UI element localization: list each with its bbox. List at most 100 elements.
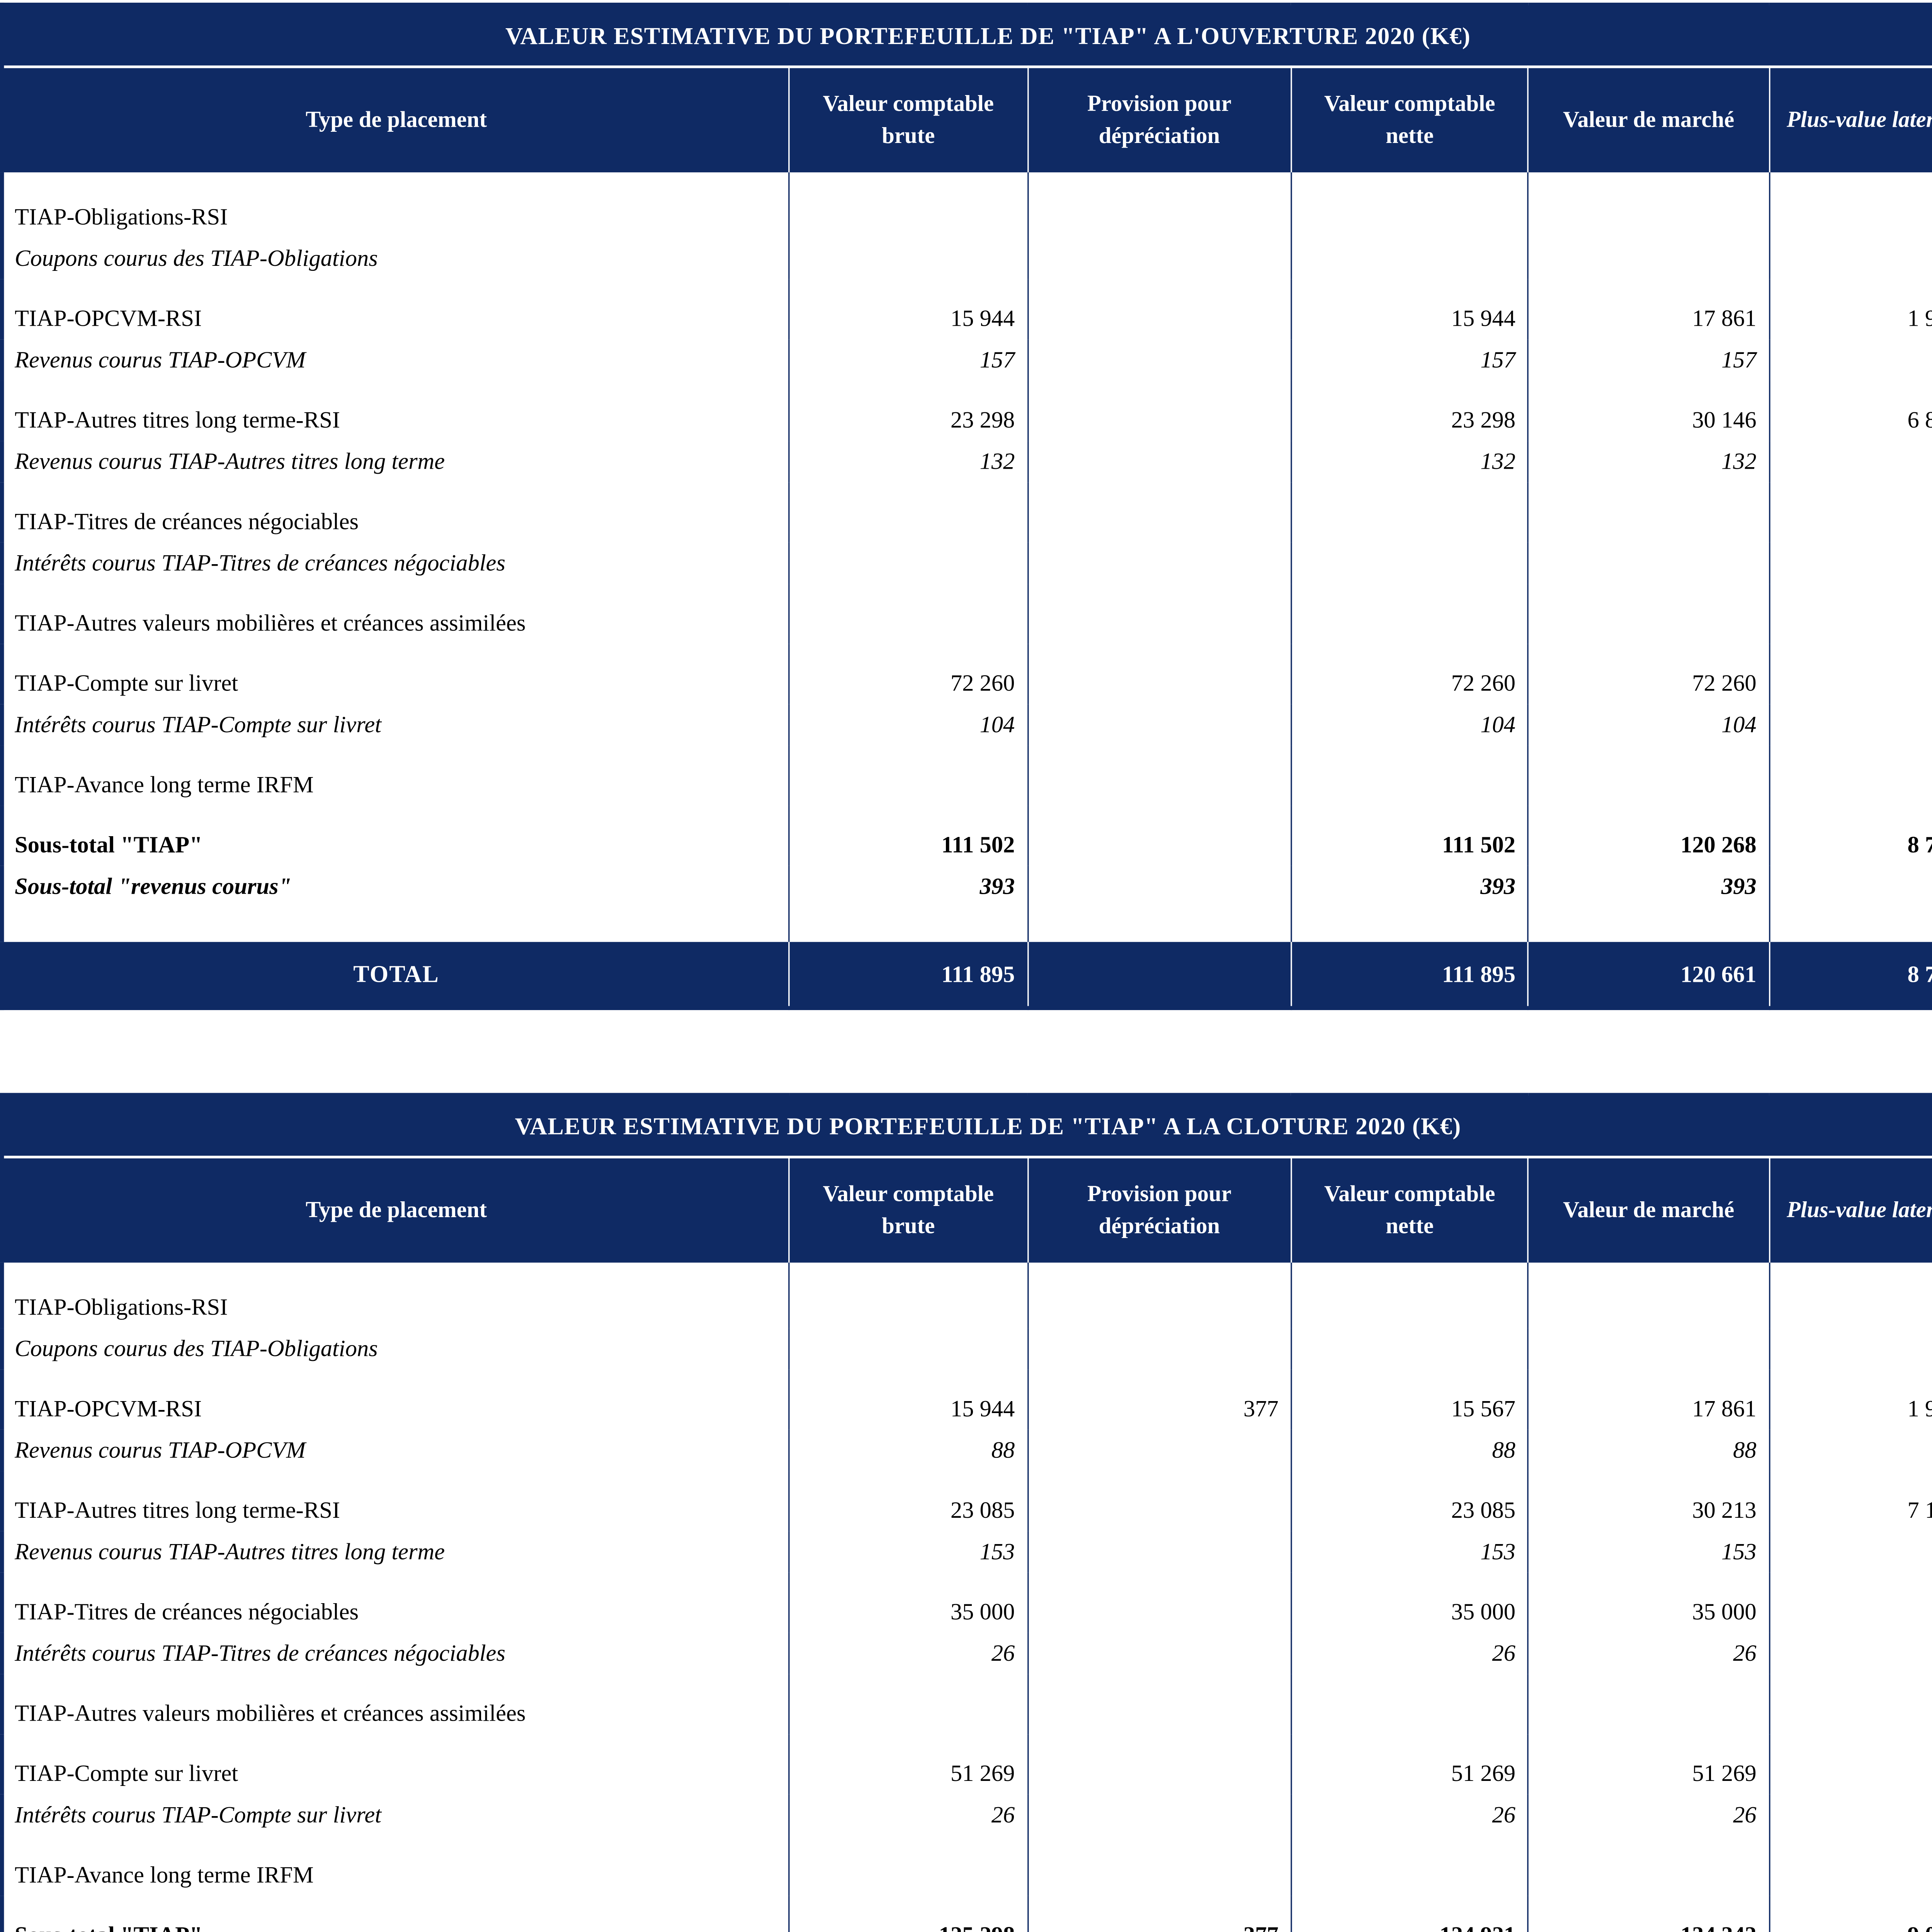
cell-value: 111 502 (1290, 806, 1528, 866)
cell-value: 23 298 (788, 381, 1028, 441)
cell-value: 132 (788, 441, 1028, 483)
cell-value (1027, 1572, 1291, 1633)
table-row: Sous-total "TIAP"125 298377124 921134 34… (2, 1896, 1932, 1932)
column-header: Provision pour dépréciation (1027, 1157, 1291, 1263)
cell-value: 153 (1290, 1531, 1528, 1573)
total-value: 111 895 (788, 942, 1028, 1008)
cell-value (1527, 745, 1769, 806)
cell-value (788, 1674, 1028, 1735)
cell-value: 124 921 (1290, 1896, 1528, 1932)
total-value: 8 766 (1768, 942, 1932, 1008)
cell-value (1290, 584, 1528, 644)
row-label: TIAP-Autres valeurs mobilières et créanc… (15, 1699, 526, 1726)
cell-value (1027, 584, 1291, 644)
cell-value: 153 (788, 1531, 1028, 1573)
cell-value: 1 917 (1768, 1369, 1932, 1430)
cell-value: 35 000 (788, 1572, 1028, 1633)
cell-value: 111 502 (788, 806, 1028, 866)
cell-value: 153 (1527, 1531, 1769, 1573)
row-label: TIAP-OPCVM-RSI (15, 304, 202, 332)
portfolio-table-closing: VALEUR ESTIMATIVE DU PORTEFEUILLE DE "TI… (0, 1093, 1932, 1932)
table-row: Coupons courus des TIAP-Obligations (2, 238, 1932, 279)
cell-value (1768, 1633, 1932, 1674)
row-label: Revenus courus TIAP-OPCVM (15, 1436, 306, 1463)
cell-value (1768, 339, 1932, 381)
cell-value (788, 745, 1028, 806)
cell-value (1027, 172, 1291, 238)
cell-value (788, 584, 1028, 644)
cell-value: 104 (1290, 704, 1528, 746)
cell-value (1527, 584, 1769, 644)
cell-value (788, 542, 1028, 584)
cell-value (1768, 1262, 1932, 1328)
cell-value: 393 (788, 866, 1028, 942)
cell-value: 26 (1290, 1794, 1528, 1836)
row-label: Coupons courus des TIAP-Obligations (15, 1335, 378, 1362)
cell-value (1527, 482, 1769, 543)
cell-value: 15 567 (1290, 1369, 1528, 1430)
cell-value: 88 (1527, 1429, 1769, 1471)
row-label: Revenus courus TIAP-Autres titres long t… (15, 447, 445, 474)
cell-value (1027, 1531, 1291, 1573)
table-row: Intérêts courus TIAP-Compte sur livret 26… (2, 1794, 1932, 1836)
cell-value: 104 (788, 704, 1028, 746)
table-title-opening: VALEUR ESTIMATIVE DU PORTEFEUILLE DE "TI… (2, 5, 1932, 68)
cell-value (1027, 1734, 1291, 1794)
cell-value: 88 (788, 1429, 1028, 1471)
cell-value (1768, 441, 1932, 483)
cell-value (1768, 1836, 1932, 1896)
column-header: Plus-value latente (1768, 66, 1932, 173)
row-label: TIAP-Autres titres long terme-RSI (15, 1496, 340, 1523)
cell-value (1527, 238, 1769, 279)
table-row: Intérêts courus TIAP-Titres de créances … (2, 542, 1932, 584)
cell-value (1768, 584, 1932, 644)
cell-value (1027, 644, 1291, 704)
cell-value (1027, 238, 1291, 279)
cell-value (1768, 542, 1932, 584)
cell-value (1027, 745, 1291, 806)
cell-value (1768, 1734, 1932, 1794)
cell-value (1768, 1429, 1932, 1471)
cell-value (1768, 1674, 1932, 1735)
column-header: Type de placement (2, 1157, 789, 1263)
title-row: VALEUR ESTIMATIVE DU PORTEFEUILLE DE "TI… (2, 1095, 1932, 1158)
row-label: Revenus courus TIAP-OPCVM (15, 346, 306, 373)
table-row: TIAP-Autres valeurs mobilières et créanc… (2, 1674, 1932, 1735)
row-label: Coupons courus des TIAP-Obligations (15, 244, 378, 271)
cell-value (788, 1836, 1028, 1896)
cell-value (1027, 1471, 1291, 1531)
column-header: Valeur de marché (1527, 1157, 1769, 1263)
row-label: TIAP-Autres titres long terme-RSI (15, 406, 340, 433)
cell-value (1527, 542, 1769, 584)
table-row: Coupons courus des TIAP-Obligations (2, 1328, 1932, 1370)
cell-value (1027, 806, 1291, 866)
row-label: TIAP-Titres de créances négociables (15, 1598, 359, 1625)
cell-value: 132 (1527, 441, 1769, 483)
cell-value: 51 269 (788, 1734, 1028, 1794)
row-label: Sous-total "TIAP" (15, 831, 202, 858)
cell-value (1768, 482, 1932, 543)
cell-value (1290, 542, 1528, 584)
cell-value (1768, 172, 1932, 238)
cell-value: 26 (1527, 1794, 1769, 1836)
table-row: TIAP-Autres valeurs mobilières et créanc… (2, 584, 1932, 644)
cell-value: 8 766 (1768, 806, 1932, 866)
cell-value: 377 (1027, 1369, 1291, 1430)
column-header: Valeur comptable brute (788, 1157, 1028, 1263)
cell-value: 15 944 (1290, 279, 1528, 340)
cell-value (1290, 1674, 1528, 1735)
column-header-row: Type de placement Valeur comptable brute P… (2, 66, 1932, 173)
cell-value: 26 (1290, 1633, 1528, 1674)
table-row: TIAP-Autres titres long terme-RSI 23 085 2… (2, 1471, 1932, 1531)
cell-value: 23 085 (1290, 1471, 1528, 1531)
column-header: Valeur comptable nette (1290, 66, 1528, 173)
column-header: Plus-value latente (1768, 1157, 1932, 1263)
row-label: TIAP-Avance long terme IRFM (15, 771, 314, 798)
cell-value: 72 260 (788, 644, 1028, 704)
column-header: Type de placement (2, 66, 789, 173)
cell-value: 26 (1527, 1633, 1769, 1674)
cell-value: 17 861 (1527, 1369, 1769, 1430)
cell-value (1290, 482, 1528, 543)
